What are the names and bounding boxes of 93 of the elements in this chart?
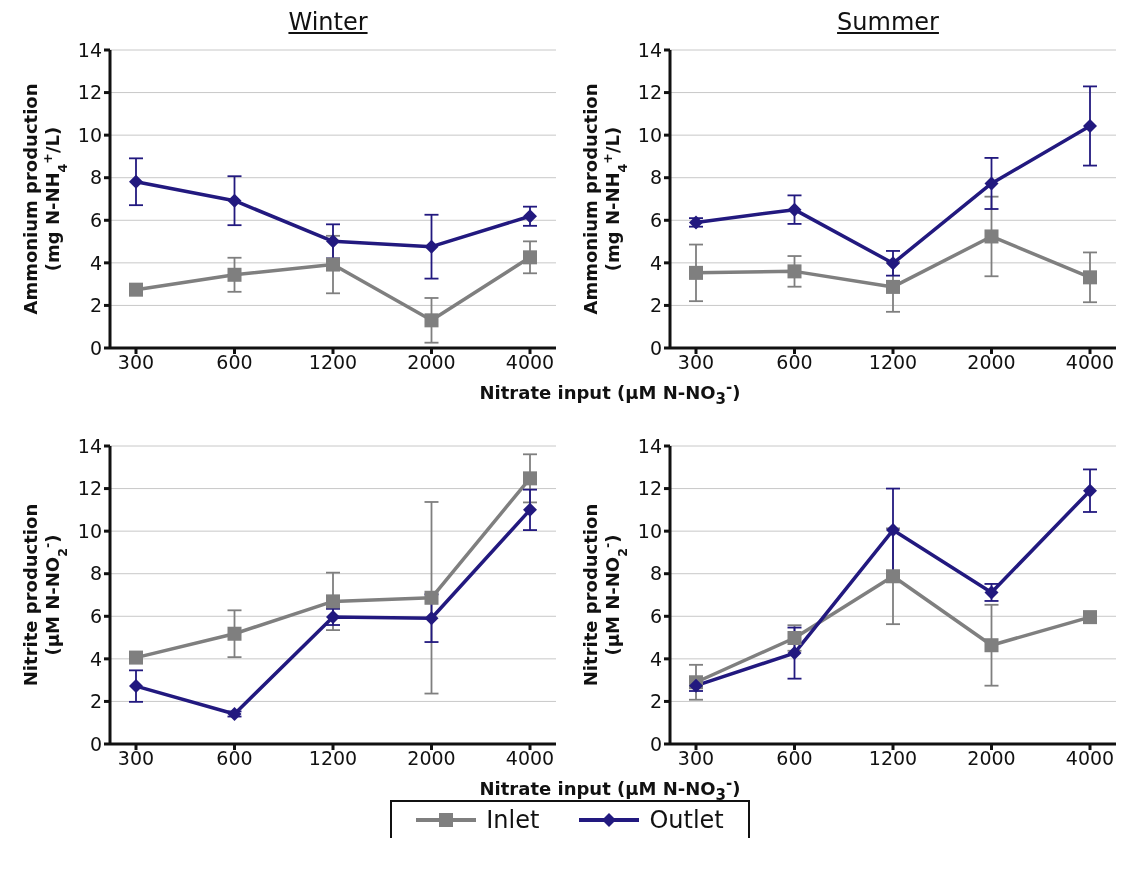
- point: [1083, 270, 1097, 285]
- x-tick-label: 2000: [407, 747, 456, 770]
- y-tick-label: 10: [637, 519, 662, 542]
- x-tick-label: 4000: [505, 747, 555, 770]
- x-tick-label: 1200: [868, 351, 918, 374]
- y-tick-label: 0: [649, 732, 662, 755]
- x-tick-label: 1200: [308, 747, 358, 770]
- x-tick-label: 300: [677, 351, 715, 374]
- x-tick-label: 4000: [1065, 351, 1115, 374]
- y-tick-label: 12: [77, 477, 102, 500]
- y-tick-label: 8: [649, 166, 662, 189]
- y-tick-label: 6: [649, 605, 662, 628]
- legend-label: Outlet: [649, 806, 724, 834]
- point: [424, 590, 439, 605]
- y-tick-label: 8: [89, 562, 102, 585]
- point: [984, 638, 999, 653]
- point: [1083, 118, 1097, 133]
- point: [227, 267, 242, 282]
- point: [326, 234, 340, 249]
- x-tick-label: 300: [117, 351, 155, 374]
- point: [227, 706, 242, 721]
- x-tick-label: 600: [216, 351, 253, 374]
- y-tick-label: 10: [77, 519, 102, 542]
- y-tick-label: 2: [649, 690, 662, 713]
- point: [227, 193, 242, 208]
- point: [523, 471, 537, 486]
- x-tick-label: 300: [677, 747, 715, 770]
- point: [523, 502, 537, 517]
- x-tick-label: 2000: [407, 351, 456, 374]
- y-tick-label: 12: [77, 81, 102, 104]
- y-tick-label: 4: [649, 251, 662, 274]
- x-tick-label: 4000: [505, 351, 555, 374]
- point: [886, 256, 900, 271]
- x-tick-label: 4000: [1065, 747, 1115, 770]
- y-tick-label: 2: [89, 294, 102, 317]
- chart-title: Summer: [837, 8, 939, 36]
- point: [787, 631, 802, 645]
- point: [1083, 483, 1097, 498]
- y-tick-label: 0: [649, 336, 662, 359]
- y-tick-label: 6: [89, 605, 102, 628]
- y-tick-label: 10: [637, 123, 662, 146]
- y-tick-label: 12: [637, 81, 662, 104]
- y-tick-label: 12: [637, 477, 662, 500]
- x-tick-label: 2000: [967, 747, 1016, 770]
- x-axis-title: Nitrate input (µM N-NO$_{3}$$^{-}$): [479, 378, 741, 408]
- point: [886, 523, 900, 538]
- point: [689, 265, 703, 280]
- point: [129, 650, 143, 665]
- point: [326, 594, 340, 609]
- y-tick-label: 4: [89, 251, 102, 274]
- y-tick-label: 4: [649, 647, 662, 670]
- point: [886, 569, 900, 584]
- point: [787, 264, 802, 279]
- y-tick-label: 2: [89, 690, 102, 713]
- point: [886, 279, 900, 294]
- y-tick-label: 14: [637, 434, 662, 457]
- x-tick-label: 1200: [308, 351, 358, 374]
- x-axis-title: Nitrate input (µM N-NO$_{3}$$^{-}$): [479, 774, 741, 804]
- x-tick-label: 300: [117, 747, 155, 770]
- point: [787, 646, 802, 661]
- x-tick-label: 600: [776, 747, 813, 770]
- y-tick-label: 6: [89, 209, 102, 232]
- x-tick-label: 1200: [868, 747, 918, 770]
- point: [523, 250, 537, 265]
- y-tick-label: 2: [649, 294, 662, 317]
- point: [129, 679, 143, 694]
- point: [787, 202, 802, 217]
- point: [1083, 610, 1097, 625]
- y-tick-label: 14: [637, 38, 662, 61]
- point: [227, 626, 242, 641]
- x-tick-label: 600: [776, 351, 813, 374]
- x-tick-label: 600: [216, 747, 253, 770]
- x-tick-label: 2000: [967, 351, 1016, 374]
- y-tick-label: 8: [649, 562, 662, 585]
- y-tick-label: 6: [649, 209, 662, 232]
- point: [129, 282, 143, 297]
- y-tick-label: 14: [77, 434, 102, 457]
- point: [326, 257, 340, 272]
- y-tick-label: 4: [89, 647, 102, 670]
- y-tick-label: 0: [89, 336, 102, 359]
- point: [129, 174, 143, 189]
- point: [424, 611, 439, 626]
- y-tick-label: 10: [77, 123, 102, 146]
- point: [424, 239, 439, 254]
- y-tick-label: 8: [89, 166, 102, 189]
- point: [523, 209, 537, 224]
- point: [984, 176, 999, 191]
- chart-title: Winter: [288, 8, 368, 36]
- point: [424, 313, 439, 328]
- legend-label: Inlet: [486, 806, 540, 834]
- y-tick-label: 0: [89, 732, 102, 755]
- point: [984, 229, 999, 244]
- y-tick-label: 14: [77, 38, 102, 61]
